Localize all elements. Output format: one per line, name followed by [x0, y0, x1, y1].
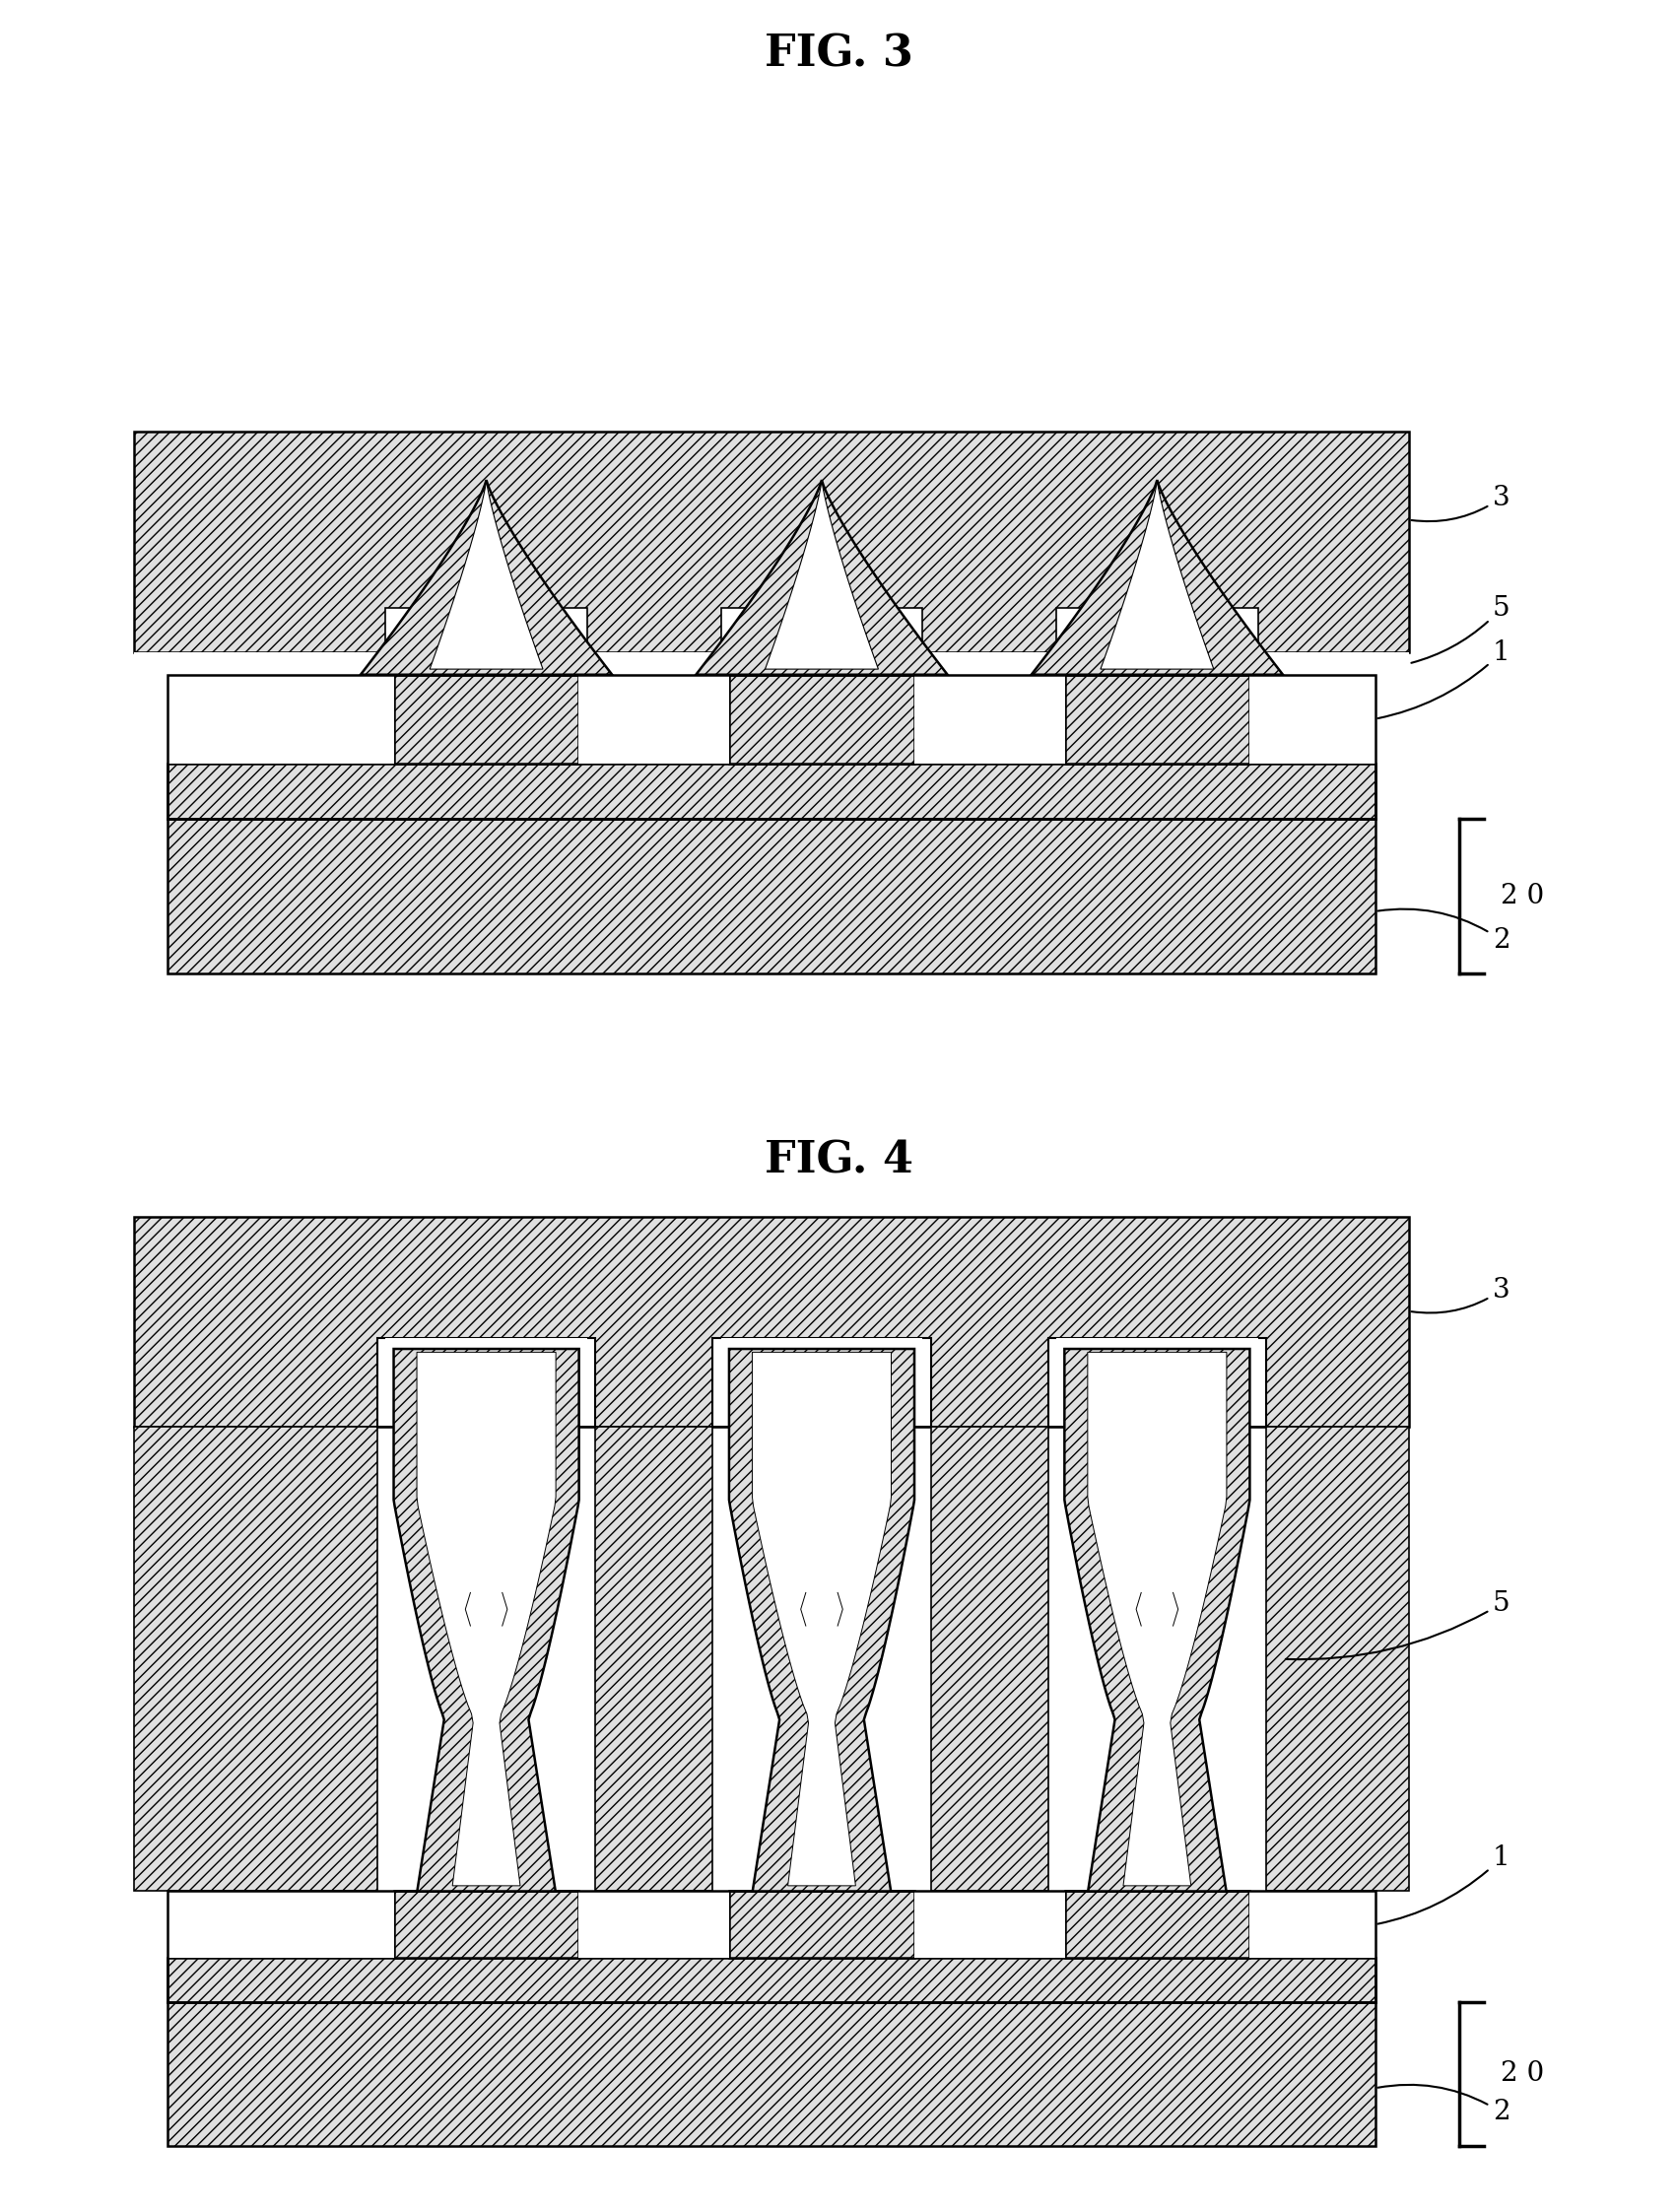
Bar [914, 1891, 1065, 1958]
Bar [721, 608, 922, 653]
Bar [914, 675, 1065, 763]
Bar [134, 1217, 1409, 1427]
Bar [1266, 1427, 1409, 1891]
Text: 2 0: 2 0 [1501, 2059, 1545, 2088]
Polygon shape [394, 1349, 579, 1891]
Bar [377, 1338, 595, 1427]
Bar [1249, 675, 1375, 763]
Polygon shape [361, 480, 612, 675]
Text: 2 0: 2 0 [1501, 883, 1545, 909]
Text: FIG. 4: FIG. 4 [765, 1139, 912, 1181]
Bar [377, 1338, 595, 1427]
Bar [1249, 653, 1409, 675]
Bar [394, 1891, 579, 1958]
Bar [168, 2002, 1375, 2146]
Bar [1057, 1338, 1258, 1422]
Text: 3: 3 [1412, 484, 1509, 522]
Text: 3: 3 [1412, 1276, 1509, 1314]
Bar [1065, 675, 1249, 763]
Bar [1065, 1891, 1249, 1958]
Bar [168, 1891, 1375, 2002]
Bar [168, 763, 1375, 818]
Bar [713, 1338, 931, 1427]
Bar [713, 1338, 931, 1427]
Text: 1: 1 [1378, 639, 1509, 719]
Bar [386, 608, 587, 653]
Bar [134, 653, 394, 675]
Bar [168, 675, 394, 763]
Polygon shape [729, 1349, 914, 1891]
Bar [914, 653, 1065, 675]
Bar [721, 608, 922, 653]
Bar [729, 675, 914, 763]
Bar [134, 431, 1409, 653]
Bar [579, 1891, 729, 1958]
Bar [721, 1338, 922, 1422]
Bar [1057, 608, 1258, 653]
Bar [1249, 1891, 1375, 1958]
Polygon shape [429, 480, 543, 668]
Text: 2: 2 [1378, 909, 1509, 953]
Bar [579, 653, 729, 675]
Polygon shape [765, 480, 879, 668]
Text: FIG. 3: FIG. 3 [765, 33, 912, 75]
Polygon shape [1065, 1349, 1249, 1891]
Bar [729, 1891, 914, 1958]
Bar [168, 1891, 394, 1958]
Bar [394, 675, 579, 763]
Text: 5: 5 [1286, 1590, 1509, 1659]
Polygon shape [696, 480, 948, 675]
Bar [168, 675, 1375, 818]
Polygon shape [1031, 480, 1283, 675]
Polygon shape [1100, 480, 1214, 668]
Bar [168, 818, 1375, 973]
Bar [386, 1338, 587, 1422]
Bar [1057, 608, 1258, 653]
Text: 2: 2 [1378, 2084, 1509, 2126]
Polygon shape [1088, 1352, 1226, 1885]
Polygon shape [418, 1352, 555, 1885]
Text: 1: 1 [1378, 1845, 1509, 1924]
Bar [134, 1427, 377, 1891]
Bar [1048, 1338, 1266, 1427]
Text: 5: 5 [1412, 595, 1509, 664]
Bar [579, 675, 729, 763]
Bar [595, 1427, 713, 1891]
Polygon shape [753, 1352, 890, 1885]
Bar [931, 1427, 1048, 1891]
Bar [168, 1958, 1375, 2002]
Bar [1048, 1338, 1266, 1427]
Bar [386, 608, 587, 653]
